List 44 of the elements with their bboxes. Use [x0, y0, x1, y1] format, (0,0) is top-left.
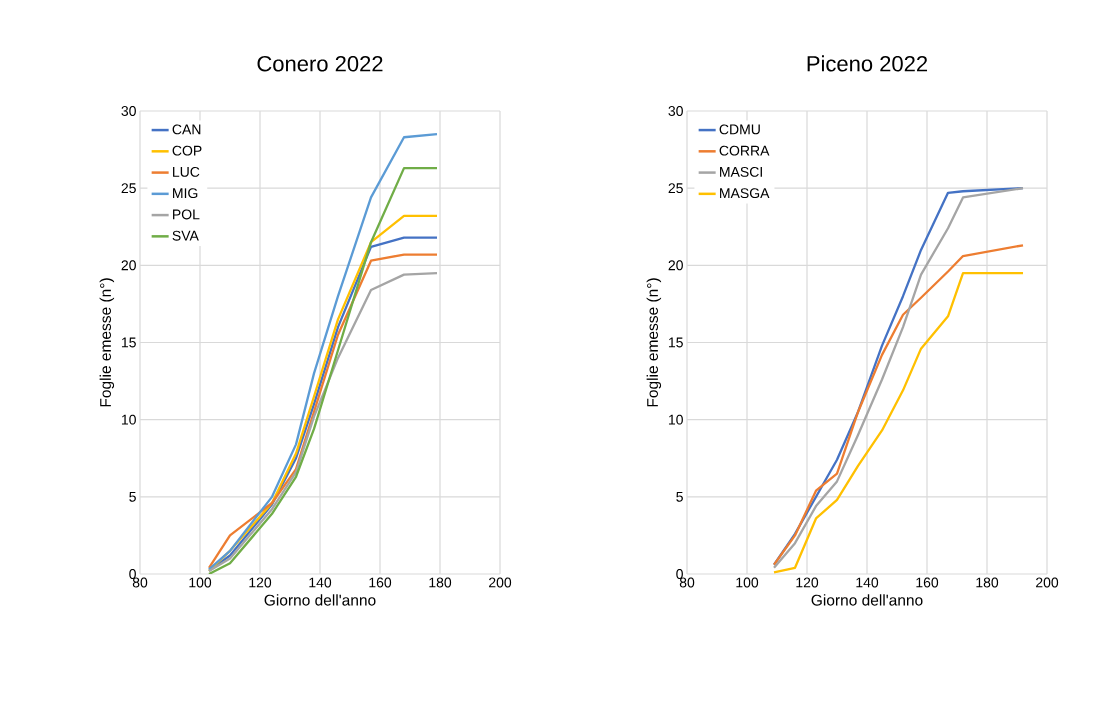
y-tick-label: 10 [121, 414, 136, 425]
y-tick-label: 30 [121, 106, 136, 116]
x-tick-label: 160 [916, 577, 939, 588]
y-tick-label: 25 [668, 183, 683, 194]
legend-label: POL [173, 209, 200, 220]
y-tick-label: 5 [676, 491, 683, 502]
legend-label: COP [172, 145, 202, 156]
y-tick-label: 10 [668, 414, 683, 425]
y-tick-label: 20 [668, 260, 683, 271]
legend-label: CAN [172, 124, 201, 135]
y-tick-label: 0 [676, 569, 683, 579]
chart-title: Piceno 2022 [807, 55, 928, 72]
x-tick-label: 180 [976, 577, 999, 588]
y-tick-label: 15 [121, 337, 136, 348]
x-tick-label: 120 [249, 577, 272, 588]
y-tick-label: 0 [129, 569, 136, 579]
x-tick-label: 180 [429, 577, 452, 588]
x-axis-title: Giorno dell'anno [264, 594, 376, 606]
legend-label: CORRA [719, 145, 770, 156]
x-tick-label: 140 [309, 577, 332, 588]
x-tick-label: 100 [189, 577, 212, 588]
x-tick-label: 200 [489, 577, 512, 588]
y-axis-title: Foglie emesse (n°) [646, 278, 662, 407]
y-tick-label: 25 [121, 183, 136, 194]
y-axis-title: Foglie emesse (n°) [99, 278, 115, 407]
legend-label: MASGA [720, 188, 770, 199]
x-tick-label: 200 [1036, 577, 1059, 588]
x-tick-label: 120 [796, 577, 819, 588]
legend-label: CDMU [719, 124, 760, 135]
x-axis-title: Giorno dell'anno [811, 594, 923, 606]
x-tick-label: 80 [132, 577, 148, 588]
legend-label: MIG [173, 188, 198, 199]
y-tick-label: 5 [129, 491, 136, 502]
y-tick-label: 20 [121, 260, 136, 271]
y-tick-label: 15 [668, 337, 683, 348]
x-tick-label: 140 [856, 577, 879, 588]
chart-title: Conero 2022 [257, 55, 383, 72]
legend-label: SVA [172, 230, 199, 241]
y-tick-label: 30 [668, 106, 683, 116]
x-tick-label: 80 [679, 577, 695, 588]
legend-label: MASCI [720, 166, 762, 177]
legend-label: LUC [173, 166, 200, 177]
x-tick-label: 160 [369, 577, 392, 588]
x-tick-label: 100 [736, 577, 759, 588]
